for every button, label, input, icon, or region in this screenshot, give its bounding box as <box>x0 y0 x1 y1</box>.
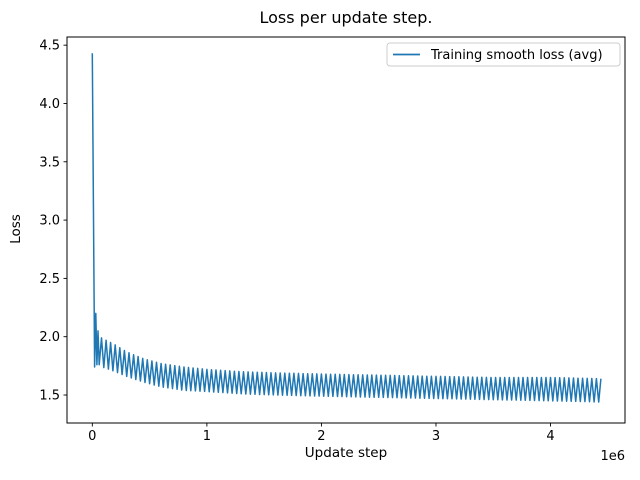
legend-frame <box>386 42 621 67</box>
x-tick-label: 2 <box>317 429 325 444</box>
x-tick-label: 3 <box>432 429 440 444</box>
legend: Training smooth loss (avg) <box>386 42 621 67</box>
x-tick-label: 1 <box>203 429 211 444</box>
loss-line <box>91 53 602 403</box>
x-axis-label: Update step <box>305 445 387 461</box>
chart-title: Loss per update step. <box>260 8 433 27</box>
plot-area: 0 1 2 3 4 1.5 2.0 2.5 3.0 3.5 4.0 4.5 <box>39 36 626 444</box>
x-axis-offset-label: 1e6 <box>600 449 625 464</box>
y-tick-label: 2.5 <box>39 272 60 287</box>
y-tick-label: 3.5 <box>39 155 60 170</box>
legend-label: Training smooth loss (avg) <box>430 48 603 63</box>
y-tick-label: 4.5 <box>39 39 60 54</box>
y-tick-label: 1.5 <box>39 389 60 404</box>
y-tick-label: 4.0 <box>39 97 60 112</box>
y-tick-label: 2.0 <box>39 330 60 345</box>
x-tick-label: 4 <box>546 429 554 444</box>
x-tick-label: 0 <box>88 429 96 444</box>
axes-spines <box>66 36 626 424</box>
y-tick-label: 3.0 <box>39 214 60 229</box>
y-axis-label: Loss <box>8 214 24 244</box>
